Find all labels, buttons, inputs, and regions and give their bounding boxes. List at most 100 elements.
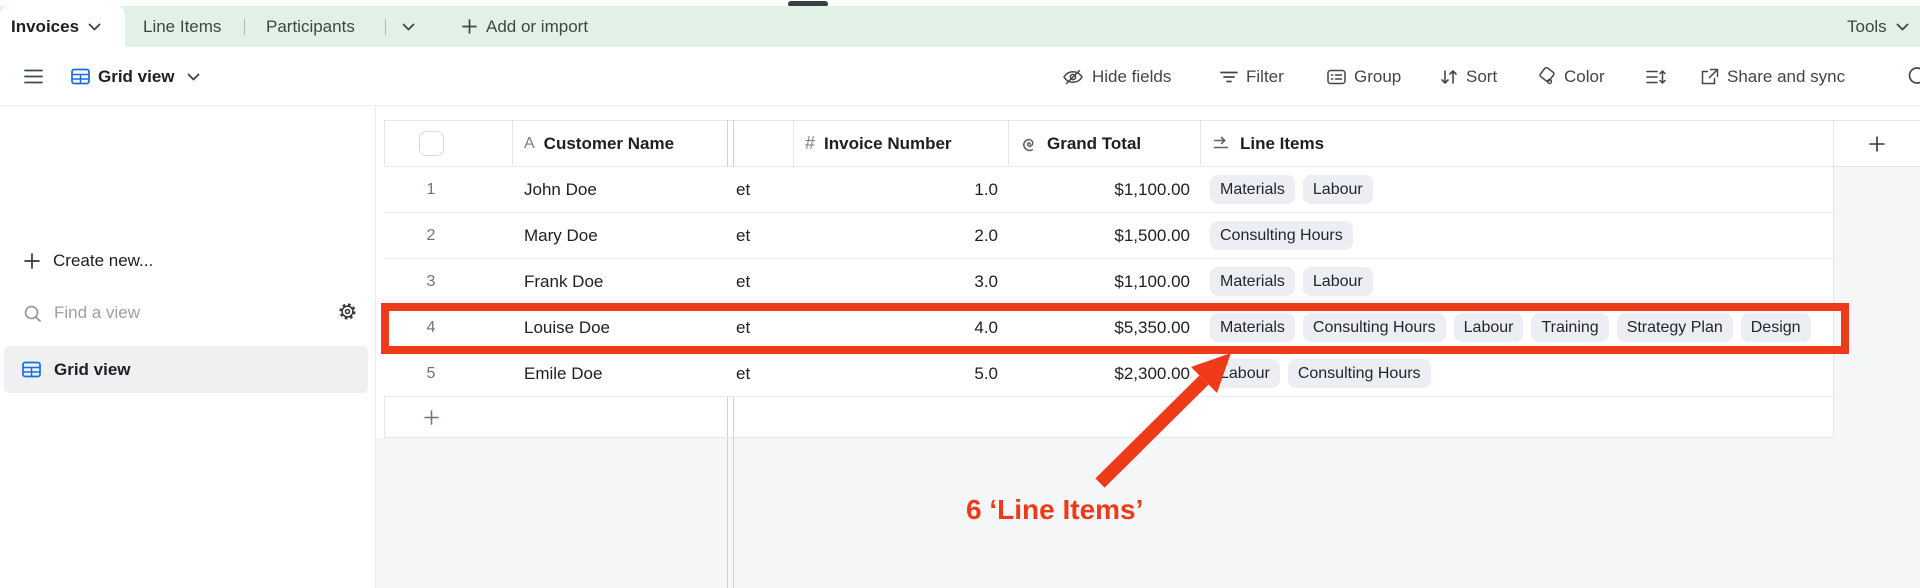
grand-total-cell[interactable]: $1,100.00: [1114, 179, 1190, 199]
line-item-tag: Materials: [1210, 313, 1295, 342]
grand-total-cell[interactable]: $1,100.00: [1114, 271, 1190, 291]
column-header-invoice-number[interactable]: # Invoice Number: [805, 120, 952, 167]
row-number[interactable]: 5: [426, 364, 436, 382]
plus-icon: [24, 253, 40, 269]
share-icon: [1700, 68, 1719, 86]
invoice-number-cell[interactable]: 1.0: [974, 179, 998, 199]
tab-separator: [385, 19, 386, 35]
search-icon: [1906, 66, 1920, 88]
add-field-button[interactable]: [1833, 120, 1920, 167]
column-header-customer-name[interactable]: A Customer Name: [524, 120, 674, 167]
browser-tab-indicator: [788, 1, 828, 7]
truncated-cell[interactable]: et: [736, 225, 751, 245]
tables-chevron-down-icon[interactable]: [402, 6, 415, 47]
column-header-grand-total[interactable]: Grand Total: [1020, 120, 1141, 167]
grand-total-cell[interactable]: $2,300.00: [1114, 363, 1190, 383]
row-number[interactable]: 2: [426, 226, 436, 244]
grand-total-cell[interactable]: $5,350.00: [1114, 317, 1190, 337]
truncated-cell[interactable]: et: [736, 363, 751, 383]
tab-participants[interactable]: Participants: [266, 6, 355, 47]
grid-view-icon: [71, 68, 90, 85]
customer-name-cell[interactable]: John Doe: [524, 179, 597, 199]
row-height-icon: [1646, 69, 1666, 85]
invoice-number-cell[interactable]: 5.0: [974, 363, 998, 383]
tab-participants-label: Participants: [266, 16, 355, 36]
line-item-tag: Labour: [1302, 175, 1373, 204]
invoice-number-cell[interactable]: 2.0: [974, 225, 998, 245]
eye-slash-icon: [1062, 68, 1084, 86]
sidebar-item-grid-view-label: Grid view: [54, 359, 131, 379]
row-number[interactable]: 4: [426, 318, 436, 336]
tab-separator: [244, 19, 245, 35]
table-row: 5 Emile Doe et 5.0 $2,300.00 Labour Consulting…: [384, 351, 1833, 397]
color-button[interactable]: Color: [1536, 47, 1605, 106]
customer-name-cell[interactable]: Mary Doe: [524, 225, 598, 245]
share-and-sync-label: Share and sync: [1727, 66, 1846, 86]
line-item-tag: Labour: [1453, 313, 1524, 342]
line-items-cell[interactable]: Materials Labour: [1200, 259, 1833, 304]
grand-total-cell[interactable]: $1,500.00: [1114, 225, 1190, 245]
hide-fields-label: Hide fields: [1092, 66, 1172, 86]
find-a-view-input[interactable]: Find a view: [0, 293, 375, 333]
line-item-tag: Labour: [1302, 267, 1373, 296]
line-item-tag: Consulting Hours: [1287, 359, 1431, 388]
view-sidebar-toggle-button[interactable]: [24, 47, 43, 106]
row-height-button[interactable]: [1646, 47, 1666, 106]
truncated-cell[interactable]: et: [736, 179, 751, 199]
find-a-view-placeholder: Find a view: [54, 303, 140, 322]
table-row: 2 Mary Doe et 2.0 $1,500.00 Consulting Hours: [384, 213, 1833, 259]
customer-name-cell[interactable]: Frank Doe: [524, 271, 604, 291]
select-all-checkbox[interactable]: [419, 131, 444, 156]
line-items-cell[interactable]: Materials Consulting Hours Labour Training S…: [1200, 305, 1833, 350]
column-header-label: Invoice Number: [824, 133, 952, 153]
tab-line-items[interactable]: Line Items: [143, 6, 221, 47]
sort-button[interactable]: Sort: [1440, 47, 1497, 106]
gear-icon: [338, 302, 357, 321]
line-item-tag: Strategy Plan: [1616, 313, 1733, 342]
add-row-button[interactable]: [384, 397, 1833, 438]
row-number[interactable]: 1: [426, 180, 436, 198]
line-items-cell[interactable]: Labour Consulting Hours: [1200, 351, 1833, 396]
tab-invoices-label: Invoices: [11, 16, 80, 36]
filter-button[interactable]: Filter: [1220, 47, 1284, 106]
invoice-number-cell[interactable]: 3.0: [974, 271, 998, 291]
add-or-import-button[interactable]: Add or import: [462, 6, 588, 47]
customer-name-cell[interactable]: Louise Doe: [524, 317, 611, 337]
tools-menu[interactable]: Tools: [1847, 6, 1909, 47]
hamburger-icon: [24, 69, 43, 84]
text-field-icon: A: [524, 134, 535, 152]
truncated-cell[interactable]: et: [736, 271, 751, 291]
rollup-spiral-icon: [1020, 135, 1038, 153]
chevron-down-icon[interactable]: [88, 23, 101, 31]
column-header-label: Customer Name: [543, 133, 675, 153]
view-settings-gear-button[interactable]: [338, 302, 357, 321]
line-items-cell[interactable]: Materials Labour: [1200, 167, 1833, 212]
invoice-number-cell[interactable]: 4.0: [974, 317, 998, 337]
plus-icon: [424, 409, 439, 425]
line-item-tag: Materials: [1210, 175, 1295, 204]
line-items-cell[interactable]: Consulting Hours: [1200, 213, 1833, 258]
table-header-row: A Customer Name # Invoice Number Grand T…: [384, 120, 1920, 167]
truncated-cell[interactable]: et: [736, 317, 751, 337]
customer-name-cell[interactable]: Emile Doe: [524, 363, 603, 383]
column-header-line-items[interactable]: Line Items: [1213, 120, 1324, 167]
share-and-sync-button[interactable]: Share and sync: [1700, 47, 1845, 106]
column-header-label: Line Items: [1240, 133, 1325, 153]
group-button[interactable]: Group: [1327, 47, 1401, 106]
line-item-tag: Training: [1531, 313, 1609, 342]
create-new-view-button[interactable]: Create new...: [0, 241, 375, 281]
tab-invoices[interactable]: Invoices: [0, 6, 125, 47]
current-view-button[interactable]: Grid view: [71, 47, 200, 106]
chevron-down-icon: [1896, 23, 1909, 31]
chevron-down-icon: [187, 73, 200, 81]
color-label: Color: [1564, 66, 1605, 86]
group-icon: [1327, 69, 1346, 85]
filter-label: Filter: [1246, 66, 1284, 86]
hide-fields-button[interactable]: Hide fields: [1062, 47, 1171, 106]
sidebar-divider: [375, 106, 376, 588]
row-number[interactable]: 3: [426, 272, 436, 290]
sidebar-item-grid-view[interactable]: Grid view: [4, 346, 368, 393]
filter-icon: [1220, 70, 1238, 84]
search-button[interactable]: [1906, 47, 1920, 106]
grid-view-icon: [22, 361, 41, 378]
